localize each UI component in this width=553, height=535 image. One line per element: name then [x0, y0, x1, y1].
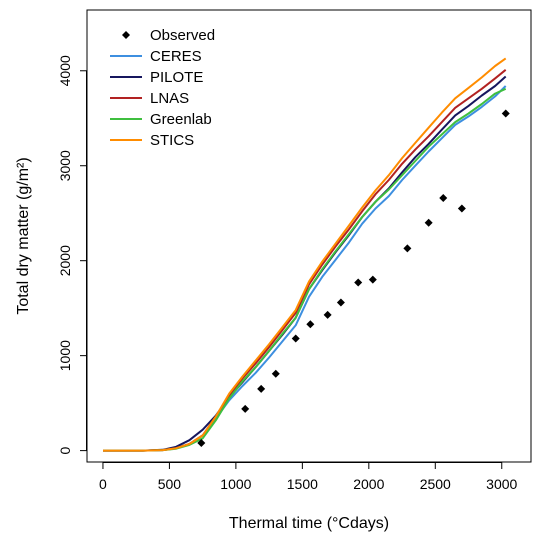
series-line-stics	[103, 57, 507, 452]
observed-point	[336, 298, 345, 307]
observed-point	[241, 404, 250, 413]
legend-label-ceres: CERES	[150, 48, 202, 65]
x-tick-label: 3000	[486, 476, 517, 492]
x-tick-label: 2500	[420, 476, 451, 492]
x-axis-title: Thermal time (°Cdays)	[229, 515, 389, 532]
observed-point	[368, 275, 377, 284]
legend-label-greenlab: Greenlab	[150, 111, 212, 128]
series-layer	[103, 57, 507, 452]
x-axis: 0 500 1000 1500 2000 2500 3000	[99, 462, 518, 492]
observed-point	[291, 334, 300, 343]
observed-points-layer	[197, 109, 510, 448]
observed-point	[439, 194, 448, 203]
legend-label-stics: STICS	[150, 132, 194, 149]
y-tick-label: 4000	[57, 55, 73, 86]
legend-label-lnas: LNAS	[150, 90, 189, 107]
observed-point	[257, 384, 266, 393]
x-tick-label: 0	[99, 476, 107, 492]
legend: Observed CERES PILOTE LNAS Greenlab STICS	[110, 27, 215, 149]
x-tick-label: 500	[158, 476, 182, 492]
y-tick-label: 2000	[57, 245, 73, 276]
y-axis-title: Total dry matter (g/m²)	[15, 157, 32, 314]
x-tick-label: 1500	[287, 476, 318, 492]
observed-point	[306, 320, 315, 329]
series-line-greenlab	[103, 87, 507, 452]
observed-point	[271, 369, 280, 378]
observed-point	[354, 278, 363, 287]
observed-point	[403, 244, 412, 253]
legend-marker-observed	[122, 31, 130, 39]
observed-point	[424, 218, 433, 227]
observed-point	[501, 109, 510, 118]
legend-label-observed: Observed	[150, 27, 215, 44]
observed-point	[457, 204, 466, 213]
legend-label-pilote: PILOTE	[150, 69, 203, 86]
x-tick-label: 2000	[353, 476, 384, 492]
y-tick-label: 0	[57, 447, 73, 455]
observed-point	[323, 310, 332, 319]
y-tick-label: 3000	[57, 150, 73, 181]
y-axis: 0 1000 2000 3000 4000	[57, 55, 87, 455]
observed-point	[197, 439, 206, 448]
y-tick-label: 1000	[57, 340, 73, 371]
x-tick-label: 1000	[220, 476, 251, 492]
